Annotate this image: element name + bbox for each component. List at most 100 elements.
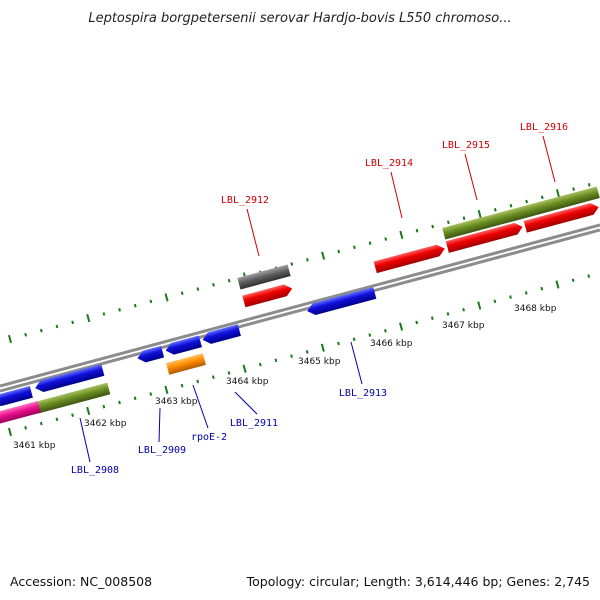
gene-feature-olive-left (35, 382, 111, 414)
gene-feature-lbl-2908 (35, 364, 105, 393)
scale-tick (242, 364, 247, 373)
gene-feature-gray (237, 264, 291, 290)
scale-tick (290, 262, 294, 266)
feature-layer (0, 186, 600, 426)
scale-tick (306, 258, 309, 262)
gene-label-lbl-2909[interactable]: LBL_2909 (138, 445, 186, 456)
scale-tick (368, 333, 372, 337)
gene-label-rpoe-2[interactable]: rpoE-2 (191, 432, 227, 443)
scale-tick (86, 406, 91, 416)
scale-tick (571, 278, 575, 283)
scale-tick (102, 404, 106, 409)
map-title: Leptospira borgpetersenii serovar Hardjo… (88, 11, 511, 26)
gene-label-lbl-2911[interactable]: LBL_2911 (230, 418, 278, 429)
backbone-line (0, 223, 600, 388)
scale-tick (477, 301, 482, 310)
scale-tick (462, 216, 466, 220)
gene-leader-line (390, 171, 403, 219)
scale-tick (572, 187, 575, 191)
scale-tick (525, 199, 528, 204)
kbp-label: 3464 kbp (226, 377, 269, 387)
scale-tick (196, 287, 200, 291)
gene-feature-rpoe-2 (166, 353, 206, 375)
gene-leader-line (192, 384, 209, 429)
scale-tick (446, 220, 450, 225)
gene-feature-lbl-2913 (307, 287, 377, 316)
scale-tick (164, 385, 169, 394)
gene-label-lbl-2908[interactable]: LBL_2908 (71, 465, 119, 476)
scale-tick (384, 329, 387, 333)
scale-tick (290, 354, 293, 358)
gene-feature-lbl-2907 (0, 386, 33, 407)
scale-tick (431, 224, 435, 229)
kbp-label: 3462 kbp (84, 419, 127, 429)
gene-label-lbl-2915[interactable]: LBL_2915 (442, 140, 490, 151)
kbp-label: 3466 kbp (370, 339, 413, 349)
gene-leader-line (542, 135, 556, 183)
scale-tick (7, 427, 13, 437)
scale-tick (555, 189, 560, 198)
scale-tick (102, 312, 106, 316)
scale-tick (305, 350, 309, 354)
tick-layer (7, 183, 591, 437)
gene-leader-line (158, 407, 161, 443)
scale-tick (524, 291, 528, 295)
scale-tick (415, 228, 419, 233)
scale-tick (24, 425, 28, 430)
gene-leader-line (464, 153, 478, 201)
scale-tick (196, 379, 200, 384)
scale-tick (415, 320, 419, 325)
scale-tick (430, 316, 434, 320)
scale-tick (540, 195, 544, 200)
scale-tick (540, 286, 544, 291)
scale-tick (39, 328, 43, 333)
accession-text: Accession: NC_008508 (10, 574, 152, 589)
scale-tick (71, 413, 74, 417)
scale-tick (39, 421, 43, 426)
scale-tick (493, 208, 497, 212)
scale-tick (86, 314, 91, 323)
backbone-line (0, 228, 600, 393)
gene-feature-lbl-2914 (373, 244, 445, 274)
genome-summary-text: Topology: circular; Length: 3,614,446 bp… (246, 574, 590, 589)
scale-tick (555, 280, 560, 289)
scale-tick (321, 251, 326, 260)
kbp-label: 3467 kbp (442, 321, 485, 331)
scale-tick (587, 183, 591, 187)
gene-leader-line (350, 341, 363, 385)
kbp-label: 3463 kbp (155, 397, 198, 407)
scale-tick (384, 237, 388, 241)
scale-tick (227, 278, 231, 283)
scale-tick (274, 358, 278, 363)
scale-tick (337, 341, 340, 346)
scale-tick (587, 274, 591, 278)
scale-tick (149, 299, 153, 304)
scale-tick (227, 371, 231, 375)
gene-leader-line (246, 208, 260, 257)
scale-tick (211, 375, 215, 380)
gene-feature-lbl-2912 (242, 284, 293, 308)
kbp-label: 3468 kbp (514, 304, 557, 314)
gene-label-lbl-2912[interactable]: LBL_2912 (221, 195, 269, 206)
scale-tick (399, 230, 404, 239)
gene-label-lbl-2913[interactable]: LBL_2913 (339, 388, 387, 399)
scale-tick (462, 307, 465, 312)
scale-tick (55, 324, 59, 329)
scale-tick (133, 396, 137, 401)
scale-tick (118, 308, 121, 312)
gene-label-lbl-2916[interactable]: LBL_2916 (520, 122, 568, 133)
gene-feature-lbl-2910 (165, 335, 202, 355)
scale-tick (352, 337, 356, 342)
scale-tick (399, 322, 404, 331)
scale-tick (337, 249, 341, 254)
scale-tick (180, 383, 184, 388)
kbp-label: 3465 kbp (298, 357, 341, 367)
gene-feature-lbl-2915 (445, 222, 523, 253)
gene-feature-lbl-2911 (202, 324, 241, 344)
scale-tick (353, 245, 356, 250)
scale-tick (368, 241, 372, 245)
scale-tick (149, 392, 153, 396)
gene-label-lbl-2914[interactable]: LBL_2914 (365, 158, 413, 169)
gene-feature-pink (0, 400, 41, 426)
